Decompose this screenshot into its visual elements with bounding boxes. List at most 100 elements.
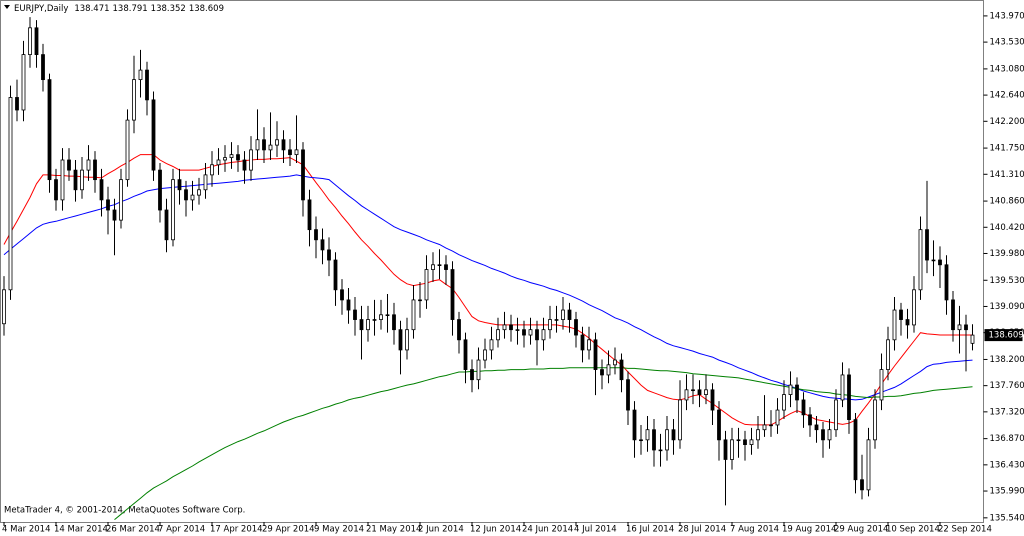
candle-body [743, 439, 747, 445]
candle-body [814, 424, 819, 431]
candle-body [600, 369, 604, 376]
candle-body [47, 79, 52, 181]
candle-body [424, 269, 429, 301]
y-tick-label: 137.760 [990, 381, 1024, 391]
y-tick-label: 138.200 [990, 355, 1024, 365]
x-tick-label: 9 May 2014 [314, 525, 364, 535]
candle-body [359, 319, 364, 331]
candle-body [476, 359, 481, 381]
y-tick-label: 142.640 [990, 91, 1024, 101]
candle-body [866, 439, 871, 491]
candle-body [769, 424, 773, 427]
candle-body [450, 269, 455, 320]
candle-body [970, 334, 975, 344]
open: 138.471 [74, 4, 109, 14]
candle-body [463, 339, 468, 370]
candle-body [684, 389, 689, 401]
candle-body [268, 144, 273, 151]
candle-body [548, 319, 552, 331]
candle-body [704, 389, 708, 395]
x-tick-label: 28 Jul 2014 [678, 525, 726, 535]
candle-body [249, 149, 253, 171]
y-tick-label: 143.530 [990, 38, 1024, 48]
candle-body [346, 299, 351, 311]
candle-body [125, 119, 130, 181]
candle-body [561, 309, 565, 320]
candle-body [398, 329, 403, 351]
candle-body [470, 369, 474, 381]
candle-body [509, 324, 513, 331]
candle-body [203, 174, 208, 191]
candle-body [938, 259, 942, 266]
candle-body [821, 429, 825, 441]
x-tick-label: 12 Jun 2014 [470, 525, 521, 535]
y-tick-label: 139.090 [990, 302, 1024, 312]
candle-body [788, 384, 793, 395]
price-marker-label: 138.609 [989, 331, 1024, 341]
candle-body [593, 339, 598, 370]
candle-body [756, 429, 760, 441]
menu-arrow[interactable] [4, 5, 10, 9]
x-tick-label: 7 Apr 2014 [158, 525, 205, 535]
candle-body [242, 159, 247, 171]
candle-body [15, 97, 19, 111]
candle-body [710, 389, 715, 411]
candle-body [320, 239, 325, 251]
candle-body [613, 359, 617, 366]
x-tick-label: 4 Mar 2014 [2, 525, 50, 535]
candle-body [496, 329, 500, 341]
candle-body [723, 439, 728, 460]
x-tick-label: 4 Jul 2014 [574, 525, 617, 535]
candle-body [483, 349, 487, 361]
y-tick-label: 139.530 [990, 276, 1024, 286]
candle-body [873, 399, 877, 441]
candle-body [385, 314, 390, 316]
candle-body [515, 329, 520, 331]
candle-body [119, 179, 123, 221]
candle-body [255, 139, 260, 151]
candle-body [912, 289, 916, 326]
candle-body [665, 429, 669, 451]
candle-body [840, 374, 845, 401]
candle-body [697, 389, 702, 395]
candle-body [216, 159, 221, 166]
x-tick-label: 26 Mar 2014 [106, 525, 160, 535]
candle-body [619, 359, 624, 381]
candle-body [184, 189, 188, 201]
x-tick-label: 16 Jul 2014 [626, 525, 674, 535]
y-tick-label: 137.320 [990, 407, 1024, 417]
candle-body [730, 439, 734, 460]
header: EURJPY,Daily 138.471 138.791 138.352 138.609 [14, 4, 224, 14]
candle-body [931, 259, 936, 262]
candle-body [587, 339, 591, 351]
candle-body [736, 439, 741, 442]
x-tick-label: 7 Aug 2014 [730, 525, 779, 535]
x-tick-label: 24 Jun 2014 [522, 525, 573, 535]
close: 138.609 [189, 4, 224, 14]
ma-line [3, 174, 973, 401]
candle-body [671, 429, 676, 441]
candle-body [54, 179, 58, 201]
candle-body [8, 97, 13, 291]
candle-body [73, 169, 78, 191]
candle-body [418, 299, 422, 302]
candle-body [177, 179, 182, 191]
candle-body [905, 319, 910, 326]
candle-body [899, 309, 903, 320]
candle-body [2, 289, 6, 325]
candle-body [197, 189, 201, 196]
candle-body [431, 264, 435, 270]
candle-body [489, 339, 494, 351]
candle-body [93, 159, 97, 181]
y-tick-label: 139.980 [990, 249, 1024, 259]
price-marker [984, 329, 1023, 342]
candle-body [762, 424, 767, 431]
candle-body [437, 264, 442, 266]
x-tick-label: 17 Apr 2014 [210, 525, 263, 535]
candle-body [171, 179, 175, 241]
y-tick-label: 136.870 [990, 434, 1024, 444]
candle-body [691, 389, 695, 392]
candle-body [574, 319, 578, 336]
candle-body [340, 289, 344, 301]
